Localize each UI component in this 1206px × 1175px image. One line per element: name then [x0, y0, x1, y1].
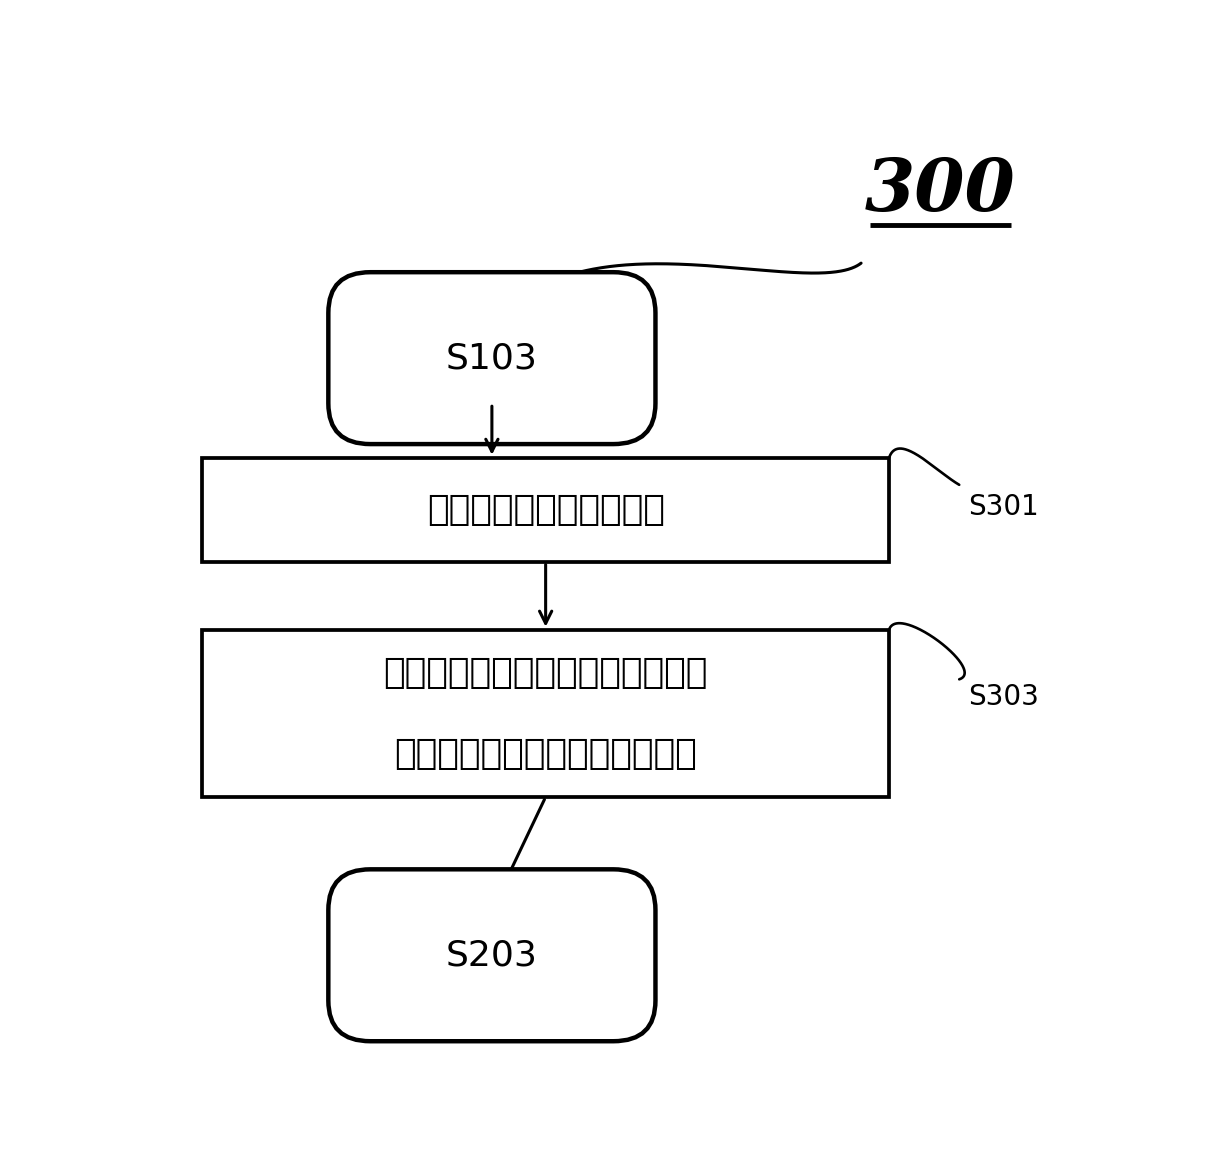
Text: S301: S301 — [968, 494, 1040, 522]
Text: 分解风能分布数据的成分: 分解风能分布数据的成分 — [427, 492, 665, 526]
FancyBboxPatch shape — [328, 273, 656, 444]
Bar — [203, 630, 889, 797]
Text: S303: S303 — [968, 684, 1040, 711]
Bar — [203, 458, 889, 562]
Text: 选择风能分布数据的最主要的多个: 选择风能分布数据的最主要的多个 — [384, 656, 708, 690]
Text: 300: 300 — [865, 155, 1015, 227]
Text: S203: S203 — [446, 939, 538, 972]
Text: S103: S103 — [446, 341, 538, 375]
FancyBboxPatch shape — [328, 870, 656, 1041]
Text: 成分来构建降维的风能分布数据: 成分来构建降维的风能分布数据 — [394, 737, 697, 771]
